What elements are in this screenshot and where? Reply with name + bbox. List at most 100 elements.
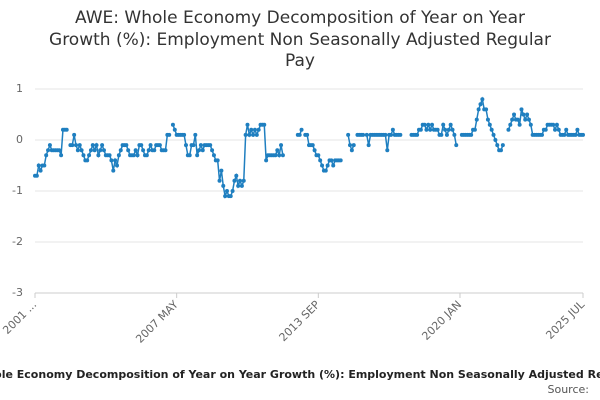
data-point [187, 153, 192, 158]
data-point [230, 189, 235, 193]
x-tick-label: 2007 MAY [133, 298, 181, 346]
data-point [280, 153, 285, 158]
data-point [398, 132, 403, 137]
data-point [493, 138, 498, 142]
data-point [517, 122, 522, 127]
data-point [489, 127, 494, 132]
data-point [325, 163, 330, 168]
data-point [439, 132, 444, 137]
data-point [521, 112, 526, 117]
data-point [113, 158, 118, 163]
data-point [508, 122, 513, 127]
data-point [141, 148, 146, 153]
data-point [92, 148, 97, 153]
y-tick-label: -3 [12, 286, 23, 299]
data-point [331, 163, 336, 168]
data-point [74, 143, 79, 148]
data-point [217, 178, 222, 183]
data-point [77, 143, 82, 148]
data-point [575, 127, 580, 132]
data-point [485, 117, 490, 122]
data-point [139, 143, 144, 148]
data-point [495, 143, 500, 148]
data-point [131, 153, 136, 158]
data-point [389, 132, 394, 137]
data-point [252, 127, 257, 132]
data-point [526, 117, 531, 122]
data-point [487, 122, 492, 127]
data-point [96, 153, 101, 158]
data-point [47, 143, 52, 148]
data-point [562, 132, 567, 137]
data-point [320, 163, 325, 168]
data-point [200, 148, 205, 153]
data-point [573, 132, 578, 137]
data-point [241, 178, 246, 183]
data-point [152, 148, 157, 153]
data-point [581, 132, 585, 137]
data-point [195, 153, 200, 158]
data-point [34, 173, 39, 178]
data-point [273, 153, 278, 158]
data-point [210, 148, 215, 153]
data-point [478, 102, 483, 107]
data-point [316, 153, 321, 158]
data-point [564, 127, 569, 132]
data-point [85, 158, 90, 163]
y-tick-label: -1 [12, 184, 23, 197]
chart-title-line: AWE: Whole Economy Decomposition of Year… [75, 8, 525, 28]
data-point [249, 127, 254, 132]
data-point [444, 132, 449, 137]
data-point [329, 158, 334, 163]
data-point [264, 158, 269, 163]
data-point [133, 148, 138, 153]
data-point [72, 132, 77, 137]
data-point [211, 153, 216, 158]
data-point [476, 107, 481, 112]
data-point [512, 112, 517, 117]
y-tick-label: 0 [16, 133, 23, 146]
data-point [146, 148, 151, 153]
data-point [70, 143, 75, 148]
data-point [469, 132, 474, 137]
data-point [523, 117, 528, 122]
x-tick-label: 2020 JAN [419, 298, 464, 343]
data-point [262, 122, 267, 127]
data-point [251, 132, 256, 137]
data-point [215, 158, 220, 163]
data-point [111, 168, 116, 173]
data-point [124, 143, 129, 148]
data-point [46, 148, 51, 153]
data-point [223, 194, 228, 199]
data-point [556, 127, 561, 132]
data-point [450, 127, 455, 132]
chart-title-line: Pay [285, 51, 315, 71]
data-point [38, 168, 43, 173]
data-point [57, 148, 62, 153]
x-tick-label: 2001 ... [0, 298, 39, 337]
data-point [243, 132, 248, 137]
data-point [275, 148, 280, 153]
data-point [364, 132, 369, 137]
chart-footer: AWE: Whole Economy Decomposition of Year… [0, 368, 600, 381]
data-point [238, 178, 243, 183]
data-point [472, 127, 477, 132]
data-point [44, 153, 49, 158]
data-point [443, 127, 448, 132]
data-point [305, 132, 310, 137]
data-point [75, 148, 80, 153]
data-point [198, 143, 203, 148]
data-point [109, 158, 114, 163]
data-point [94, 143, 99, 148]
data-point [554, 122, 559, 127]
data-point [247, 132, 252, 137]
data-point [116, 153, 121, 158]
data-point [279, 143, 284, 148]
data-point [349, 148, 354, 153]
data-point [474, 117, 479, 122]
data-point [454, 143, 459, 148]
data-point [90, 143, 95, 148]
data-point [101, 148, 106, 153]
data-point [366, 143, 371, 148]
